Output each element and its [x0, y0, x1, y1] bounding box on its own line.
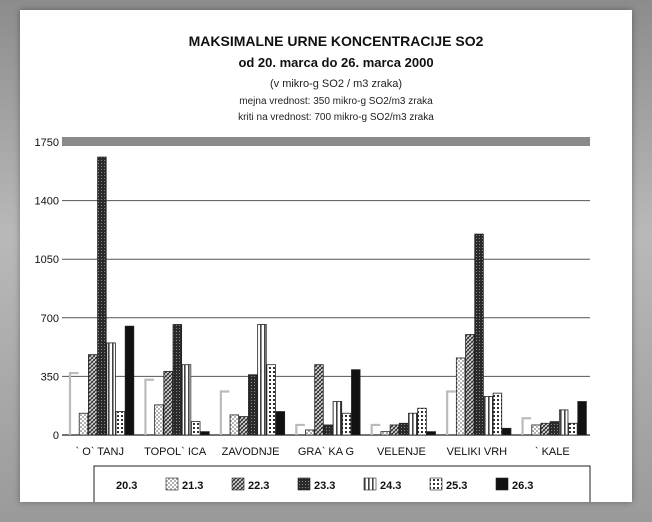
chart-note-limit: mejna vrednost: 350 mikro-g SO2/m3 zraka [239, 96, 433, 107]
bar [417, 407, 427, 436]
x-category-label: ZAVODNJE [222, 446, 280, 458]
bar [341, 412, 352, 436]
bar [492, 392, 503, 436]
x-category-label: GRA` KA G [298, 446, 354, 458]
bar [257, 324, 267, 436]
bar [266, 364, 276, 436]
bar [115, 411, 126, 436]
bar [446, 390, 456, 435]
bar [426, 431, 436, 436]
bar [323, 424, 333, 436]
bar [248, 374, 258, 436]
bar [549, 421, 560, 436]
bar [501, 427, 512, 436]
y-tick-label: 1050 [35, 254, 59, 266]
legend-swatch [231, 477, 245, 491]
bar [229, 414, 240, 436]
bar [68, 371, 79, 435]
y-tick-label: 0 [53, 430, 59, 442]
bar [408, 412, 418, 436]
y-tick-label: 350 [41, 371, 59, 383]
bar [88, 354, 98, 436]
bar [172, 324, 183, 436]
chart-note-critical: kriti na vrednost: 700 mikro-g SO2/m3 zr… [238, 112, 434, 123]
legend-swatch [495, 477, 509, 491]
bar [483, 396, 493, 436]
bar [465, 334, 475, 436]
bar [275, 411, 286, 436]
bar [389, 424, 400, 436]
grid-lines [62, 137, 590, 436]
chart-card: MAKSIMALNE URNE KONCENTRACIJE SO2 od 20.… [20, 10, 632, 502]
bar [238, 416, 249, 436]
bar [332, 401, 343, 436]
x-category-label: TOPOL` ICA [144, 446, 207, 458]
legend-swatch [297, 477, 311, 491]
bar [558, 409, 569, 436]
bar [370, 423, 381, 435]
bar [163, 370, 173, 436]
so2-bar-chart: MAKSIMALNE URNE KONCENTRACIJE SO2 od 20.… [35, 33, 591, 502]
y-axis-ticks: 0 350 700 1050 1400 1750 [35, 137, 59, 442]
bar [521, 417, 532, 435]
legend-label: 23.3 [314, 480, 335, 492]
x-axis-categories: ` O` TANJ TOPOL` ICA ZAVODNJE GRA` KA G VELE… [75, 446, 569, 458]
bar [568, 422, 578, 436]
chart-unit-note: (v mikro-g SO2 / m3 zraka) [270, 78, 402, 90]
x-category-label: ` O` TANJ [75, 446, 123, 458]
bar [295, 423, 305, 435]
bar [219, 390, 230, 435]
x-category-label: ` KALE [535, 446, 570, 458]
legend-label: 24.3 [380, 480, 401, 492]
bar [351, 369, 361, 436]
legend-label: 26.3 [512, 480, 533, 492]
bar [531, 424, 541, 436]
bar [305, 429, 315, 436]
legend-label: 21.3 [182, 480, 203, 492]
bar [124, 325, 135, 436]
bar [154, 404, 164, 436]
bar [455, 357, 466, 436]
bars [68, 156, 587, 436]
y-tick-label: 1400 [35, 196, 59, 208]
bar [380, 431, 390, 436]
chart-subtitle: od 20. marca do 26. marca 2000 [238, 55, 433, 70]
chart-title: MAKSIMALNE URNE KONCENTRACIJE SO2 [189, 33, 484, 49]
bar [398, 422, 409, 436]
legend-swatch [165, 477, 179, 491]
bar [181, 364, 192, 436]
top-band [62, 137, 590, 146]
legend-swatch [363, 477, 377, 491]
bar [314, 364, 324, 436]
bar [577, 401, 587, 436]
bar [191, 421, 201, 436]
x-category-label: VELENJE [377, 446, 426, 458]
bar [474, 233, 484, 436]
bar [200, 431, 210, 436]
legend: 20.3 21.3 22.3 23.3 24.3 25.3 26.3 [93, 465, 591, 502]
y-tick-label: 700 [41, 313, 59, 325]
bar [106, 342, 116, 436]
legend-swatch [429, 477, 443, 491]
legend-label: 22.3 [248, 480, 269, 492]
bar [78, 412, 89, 436]
bar [97, 156, 107, 436]
bar [540, 422, 550, 436]
bar [144, 378, 155, 435]
legend-label: 20.3 [116, 480, 137, 492]
x-category-label: VELIKI VRH [447, 446, 508, 458]
y-tick-label: 1750 [35, 137, 59, 149]
legend-label: 25.3 [446, 480, 467, 492]
